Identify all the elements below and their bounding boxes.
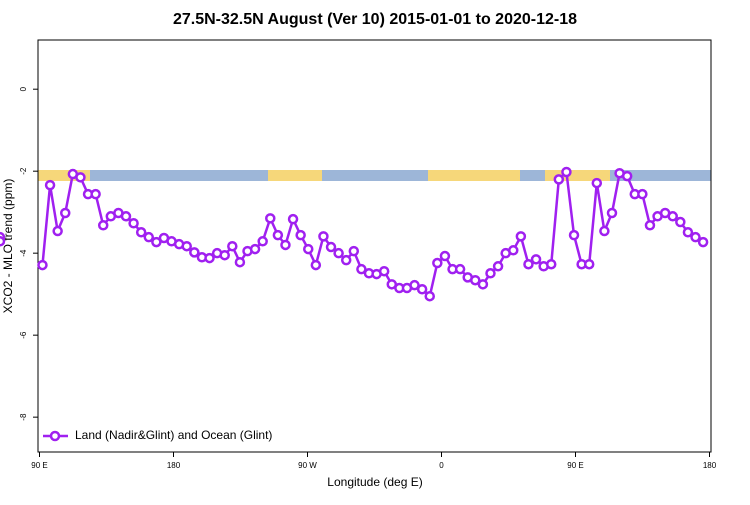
land-ocean-strip — [38, 170, 711, 181]
data-point — [37, 259, 48, 271]
data-point — [280, 239, 291, 251]
data-point — [227, 240, 238, 252]
y-axis-label: XCO2 - MLO trend (ppm) — [1, 179, 15, 314]
data-point — [378, 265, 390, 277]
data-point — [424, 290, 435, 302]
data-point — [439, 250, 451, 262]
data-point — [0, 236, 6, 247]
data-point — [553, 174, 565, 185]
data-point — [523, 258, 534, 270]
chart-title: 27.5N-32.5N August (Ver 10) 2015-01-01 t… — [173, 11, 577, 28]
data-point — [409, 279, 420, 291]
data-point — [234, 256, 246, 268]
data-point — [204, 252, 215, 264]
data-point — [302, 243, 314, 255]
data-point — [697, 236, 709, 248]
data-point — [128, 217, 139, 229]
data-point — [249, 243, 261, 255]
data-point — [120, 211, 132, 222]
data-point — [333, 247, 344, 259]
data-point — [318, 231, 329, 242]
data-point — [637, 188, 648, 200]
data-point — [265, 213, 276, 224]
data-point — [454, 263, 466, 275]
y-tick-label: -8 — [19, 413, 28, 421]
legend-label: Land (Nadir&Glint) and Ocean (Glint) — [75, 428, 272, 442]
data-point — [219, 249, 230, 261]
data-point — [59, 207, 71, 219]
data-point — [675, 216, 686, 228]
legend-marker — [49, 430, 61, 442]
x-axis-label: Longitude (deg E) — [327, 475, 422, 489]
data-point — [287, 213, 299, 225]
x-tick-label: 180 — [703, 461, 717, 470]
data-point — [151, 236, 162, 248]
data-point — [52, 225, 63, 237]
data-point — [561, 166, 572, 178]
plot-frame — [37, 39, 712, 453]
data-point — [189, 247, 200, 258]
data-point — [568, 229, 580, 241]
data-point — [75, 172, 86, 183]
data-point — [515, 231, 527, 242]
x-tick-label: 90 E — [567, 461, 583, 470]
data-point — [583, 258, 595, 270]
data-point — [295, 229, 306, 241]
x-tick-label: 180 — [167, 461, 181, 470]
data-point — [621, 170, 633, 182]
data-point — [97, 220, 109, 231]
data-point — [272, 229, 284, 241]
data-point — [143, 231, 155, 243]
x-tick-label: 90 W — [298, 461, 317, 470]
x-tick-label: 0 — [439, 461, 444, 470]
data-point — [44, 179, 56, 191]
data-point — [530, 254, 542, 265]
data-point — [340, 254, 352, 266]
y-tick-label: -4 — [19, 249, 28, 257]
data-point — [492, 261, 504, 272]
y-tick-label: -2 — [19, 167, 28, 175]
data-point — [325, 241, 337, 253]
y-tick-label: -6 — [19, 331, 28, 339]
data-point — [416, 283, 428, 295]
data-point — [310, 259, 322, 271]
data-point — [690, 231, 701, 243]
data-point — [599, 225, 610, 237]
data-point — [90, 188, 101, 200]
y-tick-label: 0 — [19, 86, 28, 91]
data-point — [682, 227, 694, 238]
data-point — [485, 268, 496, 279]
data-point — [470, 274, 481, 286]
data-point — [644, 220, 656, 231]
data-point — [545, 258, 557, 270]
x-tick-label: 90 E — [31, 461, 47, 470]
data-point — [135, 227, 147, 238]
data-point — [257, 236, 268, 247]
data-point — [477, 279, 489, 290]
data-point — [606, 207, 618, 219]
data-point — [508, 245, 519, 256]
data-point — [348, 245, 360, 257]
data-point — [356, 263, 367, 275]
data-point — [591, 177, 603, 189]
data-point — [181, 240, 192, 252]
data-point — [432, 257, 443, 269]
data-point — [667, 211, 678, 222]
